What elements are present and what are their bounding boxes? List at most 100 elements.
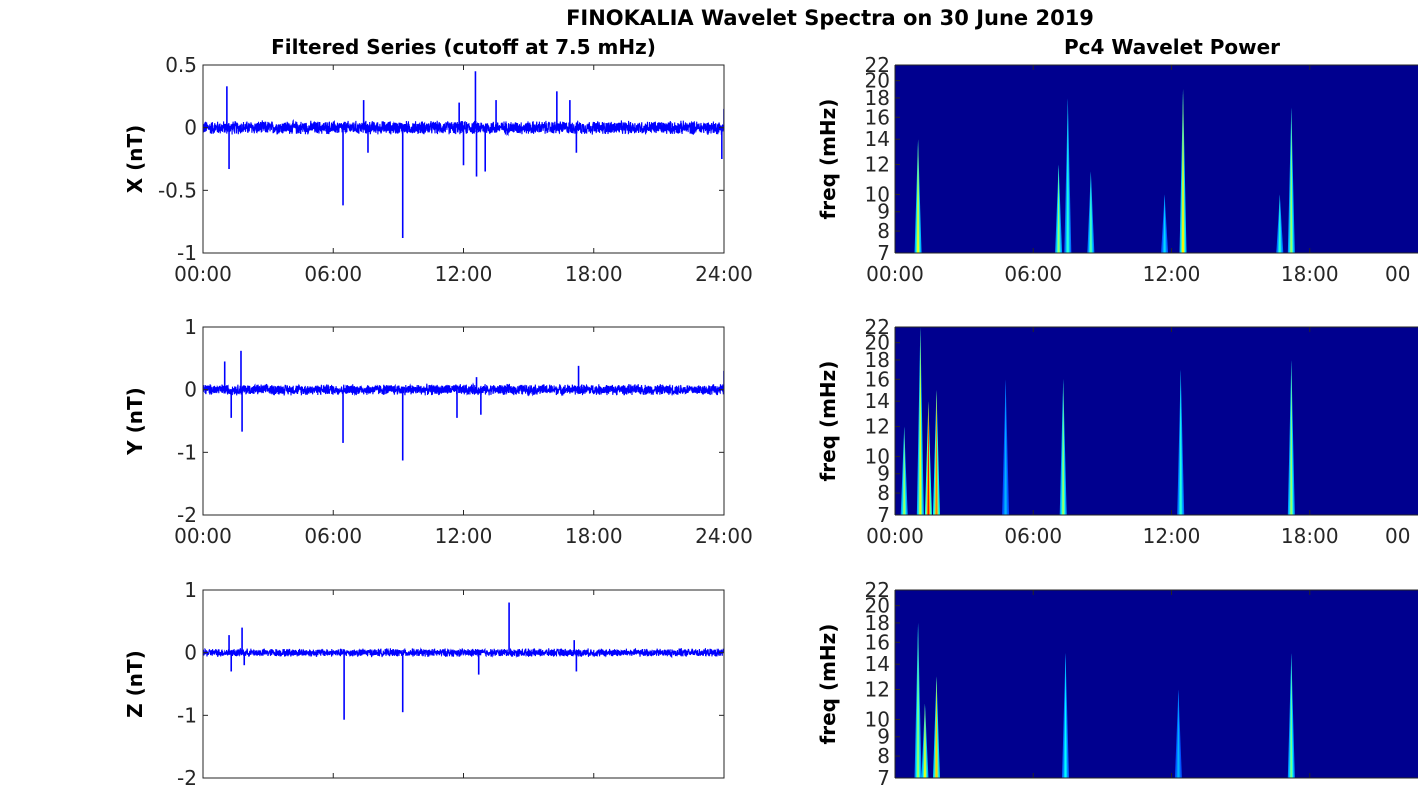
y-tick-label: 22	[865, 315, 890, 339]
y-tick-label: 14	[865, 389, 890, 413]
power-burst	[1290, 652, 1293, 778]
power-burst	[1182, 89, 1185, 253]
y-tick-label: 1	[184, 315, 197, 339]
y-tick-label: 7	[877, 766, 890, 788]
y-tick-label: 16	[865, 367, 890, 391]
y-tick-label: 14	[865, 652, 890, 676]
power-burst	[935, 676, 938, 778]
y-tick-label: 0	[184, 378, 197, 402]
y-tick-label: 10	[865, 444, 890, 468]
trace-noise	[203, 647, 724, 659]
plot-frame	[202, 589, 725, 779]
panels: 0.50-0.5-100:00 06:00 12:00 18:00 24:00X (nT…	[123, 35, 1418, 788]
power-burst	[919, 327, 922, 515]
y-tick-label: -0.5	[158, 178, 197, 202]
y-tick-label: -2	[177, 766, 197, 788]
y-tick-label: 0.5	[165, 53, 197, 77]
y-tick-label: 18	[865, 611, 890, 635]
y-tick-label: 10	[865, 707, 890, 731]
y-tick-label: -1	[177, 241, 197, 265]
x-tick-label: 00:00	[174, 262, 232, 286]
power-burst	[1179, 369, 1182, 515]
x-tick-label: 00	[1385, 524, 1410, 548]
y-tick-label: 8	[877, 481, 890, 505]
y-tick-label: 9	[877, 200, 890, 224]
y-tick-label: 12	[865, 415, 890, 439]
power-burst	[1004, 379, 1007, 515]
y-tick-label: 8	[877, 219, 890, 243]
power-background	[895, 590, 1418, 778]
line-panel-1: 0.5 0 -0.5 -100:00 06:00 12:00 18:00 24:00 X (nT…	[123, 35, 753, 286]
x-tick-label: 06:00	[304, 262, 362, 286]
y-axis-label: freq (mHz)	[816, 361, 840, 482]
x-tick-label: 00:00	[866, 262, 924, 286]
x-tick-label: 24:00	[695, 524, 753, 548]
y-tick-label: 0	[184, 116, 197, 140]
line-panel-2: 1 0 -1 -200:00 06:00 12:00 18:00 24:00 Y (nT)	[123, 315, 753, 548]
power-burst	[935, 389, 938, 515]
power-burst	[927, 401, 930, 515]
power-burst	[1057, 164, 1060, 253]
power-burst	[1066, 97, 1069, 253]
y-tick-label: 14	[865, 127, 890, 151]
power-burst	[1163, 194, 1166, 253]
y-tick-label: 18	[865, 348, 890, 372]
y-tick-label: 20	[865, 331, 890, 355]
x-tick-label: 00	[1385, 262, 1410, 286]
y-tick-label: 1	[184, 578, 197, 602]
y-tick-label: 9	[877, 725, 890, 749]
power-burst	[917, 139, 920, 253]
y-tick-label: 20	[865, 69, 890, 93]
y-tick-label: 16	[865, 105, 890, 129]
power-burst	[1064, 652, 1067, 778]
x-tick-label: 06:00	[1004, 262, 1062, 286]
x-tick-label: 12:00	[1143, 262, 1201, 286]
y-tick-label: 10	[865, 182, 890, 206]
power-burst	[923, 703, 926, 778]
power-burst	[1278, 194, 1281, 253]
power-burst	[1062, 379, 1065, 515]
x-tick-label: 18:00	[565, 262, 623, 286]
y-tick-label: 12	[865, 678, 890, 702]
x-tick-label: 18:00	[1281, 262, 1339, 286]
y-tick-label: 0	[184, 641, 197, 665]
x-tick-label: 18:00	[1281, 524, 1339, 548]
x-tick-label: 00:00	[174, 524, 232, 548]
power-burst	[1290, 107, 1293, 253]
y-axis-label: X (nT)	[123, 125, 147, 194]
y-axis-label: freq (mHz)	[816, 99, 840, 220]
y-tick-label: -1	[177, 703, 197, 727]
power-burst	[903, 426, 906, 515]
panel-title: Filtered Series (cutoff at 7.5 mHz)	[271, 35, 656, 59]
y-tick-label: 8	[877, 744, 890, 768]
trace-noise	[203, 382, 724, 397]
y-tick-label: 18	[865, 86, 890, 110]
y-tick-label: 7	[877, 503, 890, 527]
y-tick-label: 16	[865, 630, 890, 654]
y-tick-label: 22	[865, 53, 890, 77]
y-tick-label: -2	[177, 503, 197, 527]
figure-title: FINOKALIA Wavelet Spectra on 30 June 201…	[566, 6, 1094, 30]
line-panel-3: 1 0 -1 -2 Z (nT)	[123, 578, 725, 788]
x-tick-label: 12:00	[435, 524, 493, 548]
x-tick-label: 12:00	[1143, 524, 1201, 548]
panel-title: Pc4 Wavelet Power	[1064, 35, 1280, 59]
power-background	[895, 327, 1418, 515]
y-tick-label: 9	[877, 462, 890, 486]
x-tick-label: 06:00	[304, 524, 362, 548]
y-tick-label: -1	[177, 440, 197, 464]
y-tick-label: 7	[877, 241, 890, 265]
x-tick-label: 00:00	[866, 524, 924, 548]
power-burst	[1177, 689, 1180, 778]
x-tick-label: 24:00	[695, 262, 753, 286]
y-axis-label: Z (nT)	[123, 650, 147, 718]
plot-frame	[202, 326, 725, 516]
y-tick-label: 20	[865, 594, 890, 618]
x-tick-label: 18:00	[565, 524, 623, 548]
power-background	[895, 65, 1418, 253]
y-tick-label: 12	[865, 153, 890, 177]
y-tick-label: 22	[865, 578, 890, 602]
